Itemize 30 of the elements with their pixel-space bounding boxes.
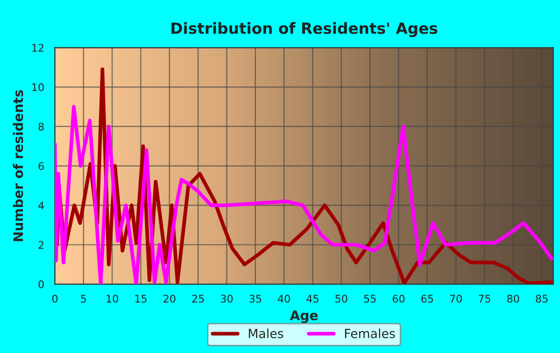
y-tick-label: 0 <box>38 280 44 288</box>
x-tick-label: 5 <box>81 294 86 303</box>
x-tick-label: 60 <box>392 294 405 303</box>
y-axis-title: Number of residents <box>12 90 24 242</box>
x-axis-title: Age <box>290 310 318 323</box>
x-tick-label: 75 <box>478 294 490 303</box>
x-tick-label: 30 <box>220 294 233 303</box>
x-tick-label: 70 <box>450 294 462 303</box>
x-tick-label: 85 <box>536 294 548 303</box>
legend-label: Males <box>248 328 284 338</box>
x-tick-label: 55 <box>364 294 376 303</box>
x-tick-label: 0 <box>52 294 58 303</box>
legend-label: Females <box>345 328 395 338</box>
x-tick-label: 25 <box>192 294 204 303</box>
x-tick-label: 40 <box>278 294 290 303</box>
x-tick-label: 35 <box>250 294 262 303</box>
y-tick-label: 2 <box>38 240 44 249</box>
chart-title: Distribution of Residents' Ages <box>172 22 438 38</box>
y-tick-label: 10 <box>32 83 44 92</box>
y-tick-label: 8 <box>38 122 44 131</box>
y-tick-label: 12 <box>32 44 44 52</box>
x-tick-label: 45 <box>306 294 318 303</box>
x-tick-label: 20 <box>164 294 176 303</box>
y-tick-label: 6 <box>38 162 44 170</box>
x-tick-label: 50 <box>335 294 348 303</box>
x-tick-label: 65 <box>421 294 433 303</box>
x-tick-label: 15 <box>135 294 147 303</box>
y-tick-label: 4 <box>38 202 44 210</box>
x-tick-label: 80 <box>507 294 520 303</box>
x-tick-label: 10 <box>106 294 118 303</box>
